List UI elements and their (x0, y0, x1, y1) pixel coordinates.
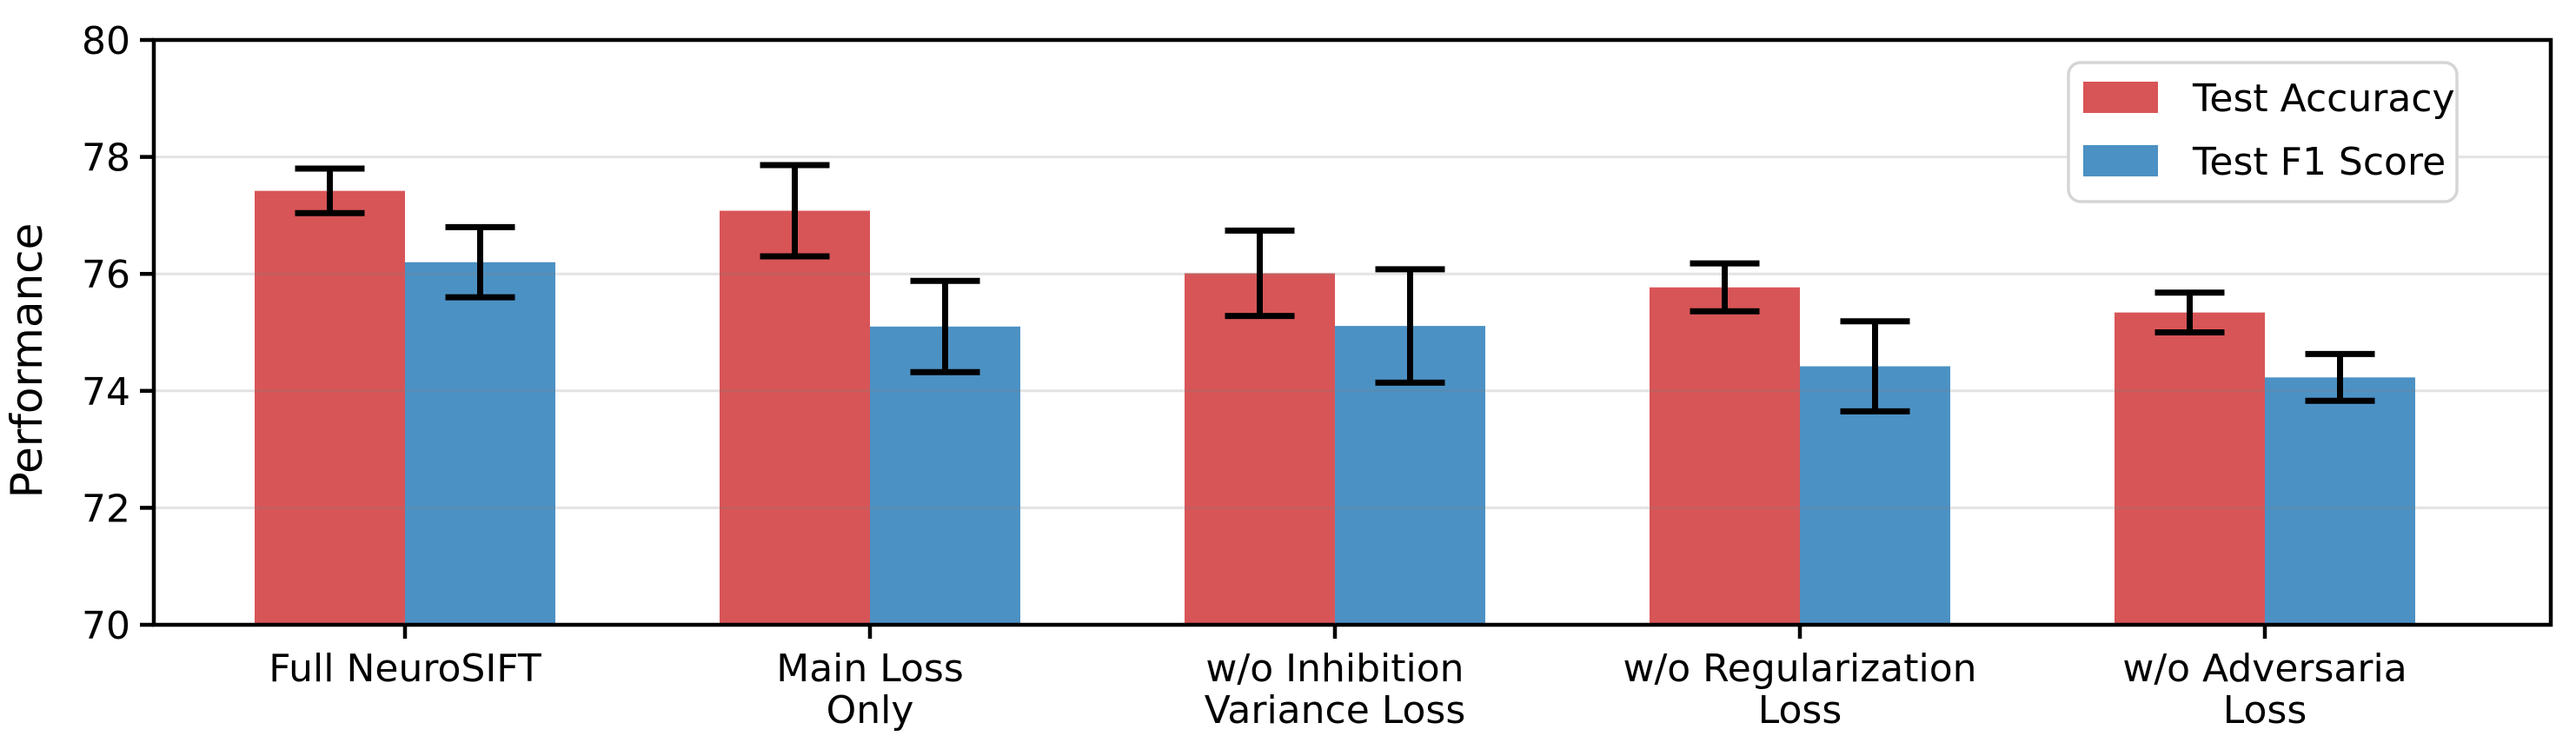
error-bar-test-accuracy-3 (1690, 260, 1760, 315)
bar-test-f1-score-4 (2265, 377, 2415, 625)
bar-test-accuracy-0 (255, 190, 405, 625)
y-tick-label-72: 72 (82, 487, 130, 531)
legend-label-test-f1-score: Test F1 Score (2192, 140, 2446, 184)
error-bar-test-f1-score-3 (1840, 318, 1910, 414)
bar-test-accuracy-3 (1650, 287, 1800, 625)
y-tick-label-78: 78 (82, 136, 130, 181)
y-axis: 70 72 74 76 78 80 (82, 19, 154, 648)
y-tick-label-74: 74 (82, 370, 130, 414)
y-axis-label: Performance (2, 223, 52, 499)
bar-series-test-f1-score (405, 262, 2415, 625)
error-bar-test-accuracy-0 (295, 165, 365, 216)
bar-test-f1-score-1 (870, 326, 1020, 625)
legend: Test Accuracy Test F1 Score (2067, 61, 2459, 203)
bar-test-f1-score-0 (405, 262, 555, 625)
error-bar-test-accuracy-2 (1225, 227, 1295, 320)
error-bars-layer (295, 162, 2375, 414)
x-tick-label-main-loss: Main Loss Only (776, 647, 964, 733)
error-bar-test-f1-score-0 (445, 223, 515, 301)
error-bar-test-accuracy-1 (760, 162, 830, 260)
error-bar-test-f1-score-1 (910, 277, 980, 375)
x-tick-label-full-neurosift: Full NeuroSIFT (269, 647, 541, 691)
x-tick-label-w-o-regularization: w/o Regularization Loss (1623, 647, 1976, 733)
legend-swatch-test-f1-score (2083, 145, 2158, 176)
bar-series-test-accuracy (255, 190, 2265, 626)
bar-test-accuracy-4 (2115, 312, 2265, 625)
x-axis: Full NeuroSIFT Main Loss Only w/o Inhibitio… (269, 625, 2407, 733)
x-tick-label-w-o-inhibition: w/o Inhibition Variance Loss (1205, 647, 1466, 733)
gridlines-layer (154, 156, 2551, 509)
y-tick-label-80: 80 (82, 19, 130, 63)
plot-border (151, 37, 2553, 627)
error-bar-test-f1-score-2 (1375, 266, 1445, 386)
legend-box (2067, 61, 2459, 203)
x-tick-label-w-o-adversaria: w/o Adversaria Loss (2122, 647, 2407, 733)
bar-test-accuracy-2 (1185, 273, 1335, 625)
error-bar-test-f1-score-4 (2305, 350, 2375, 404)
bar-test-accuracy-1 (720, 210, 870, 626)
legend-label-test-accuracy: Test Accuracy (2192, 76, 2455, 121)
legend-swatch-test-accuracy (2083, 82, 2158, 113)
y-tick-label-76: 76 (82, 253, 130, 297)
error-bar-test-accuracy-4 (2154, 289, 2225, 335)
bars-layer (255, 190, 2415, 626)
y-tick-label-70: 70 (82, 604, 130, 648)
